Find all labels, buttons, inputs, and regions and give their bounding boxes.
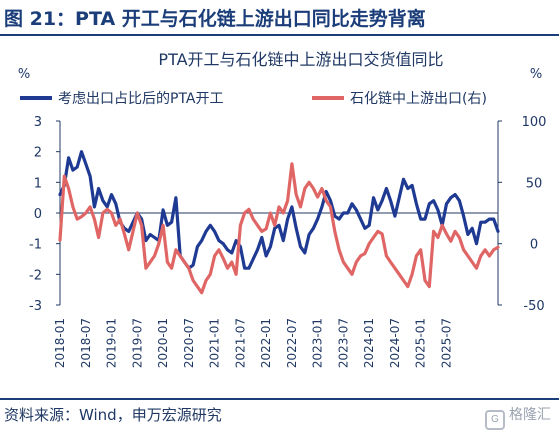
- left-tick-label: -2: [29, 268, 42, 283]
- left-tick-label: -1: [29, 238, 42, 253]
- bottom-rule: [0, 398, 559, 400]
- x-tick-label: 2018-01: [53, 318, 67, 368]
- x-tick-label: 2024-01: [362, 318, 376, 368]
- legend-label-series-2: 石化链中上游出口(右): [350, 91, 487, 107]
- x-tick-label: 2023-01: [311, 318, 325, 368]
- x-tick-label: 2023-07: [336, 318, 350, 368]
- axes: 3 2 1 0 -1 -2 -3 100 50 0 -50 2018-01 2018-07 2019-01…: [29, 115, 546, 368]
- dual-axis-line-chart: PTA开工与石化链中上游出口交货值同比 % % 考虑出口占比后的PTA开工 石化…: [18, 50, 547, 368]
- series-lines: [58, 150, 500, 295]
- title-rule: [0, 34, 559, 36]
- right-tick-label: 50: [526, 176, 543, 191]
- x-tick-label: 2019-01: [105, 318, 119, 368]
- watermark-logo-icon: G: [485, 410, 505, 430]
- right-unit-label: %: [530, 67, 542, 82]
- x-tick-label: 2025-01: [414, 318, 428, 368]
- right-tick-label: 0: [530, 238, 538, 253]
- source-note: 资料来源：Wind，申万宏源研究: [4, 406, 222, 424]
- watermark: G 格隆汇: [485, 404, 551, 430]
- left-tick-label: 0: [34, 207, 42, 222]
- right-tick-label: 100: [522, 115, 547, 130]
- x-tick-label: 2024-07: [388, 318, 402, 368]
- x-tick-label: 2022-07: [285, 318, 299, 368]
- watermark-text: 格隆汇: [509, 406, 551, 422]
- legend: 考虑出口占比后的PTA开工 石化链中上游出口(右): [20, 91, 487, 107]
- left-tick-label: -3: [29, 299, 42, 314]
- x-tick-label: 2025-07: [439, 318, 453, 368]
- left-tick-label: 2: [34, 146, 42, 161]
- x-tick-label: 2018-07: [79, 318, 93, 368]
- legend-label-series-1: 考虑出口占比后的PTA开工: [58, 91, 223, 107]
- series-line-2: [58, 162, 500, 295]
- x-tick-label: 2021-07: [233, 318, 247, 368]
- x-tick-label: 2020-01: [156, 318, 170, 368]
- series-line-1: [58, 150, 500, 270]
- x-tick-label: 2019-07: [130, 318, 144, 368]
- right-tick-label: -50: [523, 299, 544, 314]
- figure-title: 图 21：PTA 开工与石化链上游出口同比走势背离: [4, 8, 426, 30]
- x-tick-label: 2022-01: [259, 318, 273, 368]
- x-tick-label: 2020-07: [182, 318, 196, 368]
- left-unit-label: %: [18, 67, 30, 82]
- x-tick-label: 2021-01: [208, 318, 222, 368]
- chart-title: PTA开工与石化链中上游出口交货值同比: [158, 50, 443, 69]
- left-tick-label: 1: [34, 176, 42, 191]
- left-tick-label: 3: [34, 115, 42, 130]
